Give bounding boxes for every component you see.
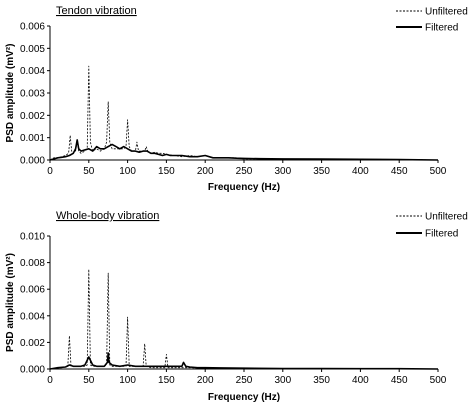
x-tick-label: 250	[236, 375, 253, 386]
y-axis-label: PSD amplitude (mV²)	[5, 253, 16, 352]
x-tick-label: 450	[391, 166, 408, 177]
x-tick-label: 300	[274, 375, 291, 386]
legend-label-unfiltered: Unfiltered	[425, 212, 468, 223]
y-tick-label: 0.005	[20, 44, 45, 55]
x-tick-label: 150	[158, 375, 175, 386]
x-tick-label: 400	[352, 166, 369, 177]
chart-title: Tendon vibration	[56, 5, 137, 17]
x-tick-label: 200	[197, 166, 214, 177]
y-tick-label: 0.000	[20, 156, 45, 167]
legend-label-filtered: Filtered	[425, 23, 458, 34]
y-tick-label: 0.003	[20, 89, 45, 100]
y-tick-label: 0.006	[20, 22, 45, 33]
series-line-filtered	[49, 139, 439, 161]
legend-label-unfiltered: Unfiltered	[425, 7, 468, 18]
x-tick-label: 100	[119, 166, 136, 177]
x-axis-label: Frequency (Hz)	[208, 392, 280, 403]
x-tick-label: 200	[197, 375, 214, 386]
chart-panel-1: Tendon vibration 0.000 0.001 0.002 0.003 0.00…	[5, 5, 468, 193]
y-tick-label: 0.004	[20, 311, 45, 322]
y-tick-label: 0.010	[20, 232, 45, 243]
x-tick-label: 150	[158, 166, 175, 177]
y-tick-label: 0.002	[20, 111, 45, 122]
legend-label-filtered: Filtered	[425, 229, 458, 240]
x-tick-label: 500	[430, 166, 447, 177]
x-tick-label: 300	[274, 166, 291, 177]
x-tick-label: 250	[236, 166, 253, 177]
y-tick-label: 0.000	[20, 365, 45, 376]
y-axis-label: PSD amplitude (mV²)	[5, 44, 16, 143]
x-tick-label: 500	[430, 375, 447, 386]
y-tick-label: 0.008	[20, 258, 45, 269]
x-tick-label: 100	[119, 375, 136, 386]
x-tick-label: 450	[391, 375, 408, 386]
x-tick-label: 350	[313, 375, 330, 386]
x-tick-label: 350	[313, 166, 330, 177]
chart-panel-2: Whole-body vibration 0.000 0.002 0.004 0.006…	[5, 210, 468, 403]
x-tick-label: 0	[47, 166, 53, 177]
y-tick-label: 0.004	[20, 66, 45, 77]
y-tick-label: 0.006	[20, 285, 45, 296]
y-tick-label: 0.002	[20, 338, 45, 349]
x-tick-label: 0	[47, 375, 53, 386]
y-tick-label: 0.001	[20, 133, 45, 144]
x-tick-label: 50	[83, 375, 95, 386]
chart-title: Whole-body vibration	[56, 210, 159, 222]
x-axis-label: Frequency (Hz)	[208, 182, 280, 193]
x-tick-label: 400	[352, 375, 369, 386]
series-line-filtered	[49, 352, 439, 370]
x-tick-label: 50	[83, 166, 95, 177]
